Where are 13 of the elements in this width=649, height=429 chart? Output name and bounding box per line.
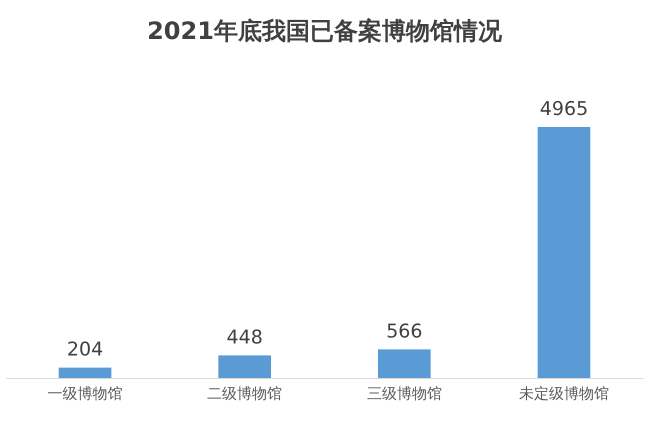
x-tick-label: 二级博物馆	[207, 384, 282, 402]
x-tick-label: 未定级博物馆	[518, 384, 609, 402]
bar	[538, 127, 590, 378]
bar	[378, 349, 431, 378]
bar	[58, 368, 112, 378]
data-label: 204	[66, 338, 104, 361]
data-label: 448	[226, 326, 263, 348]
x-tick-label: 一级博物馆	[48, 384, 123, 402]
chart-title: 2021年底我国已备案博物馆情况	[147, 17, 503, 45]
x-tick-label: 三级博物馆	[366, 384, 442, 402]
bar	[218, 355, 272, 378]
data-label: 566	[386, 320, 422, 342]
data-label: 4965	[540, 98, 588, 120]
